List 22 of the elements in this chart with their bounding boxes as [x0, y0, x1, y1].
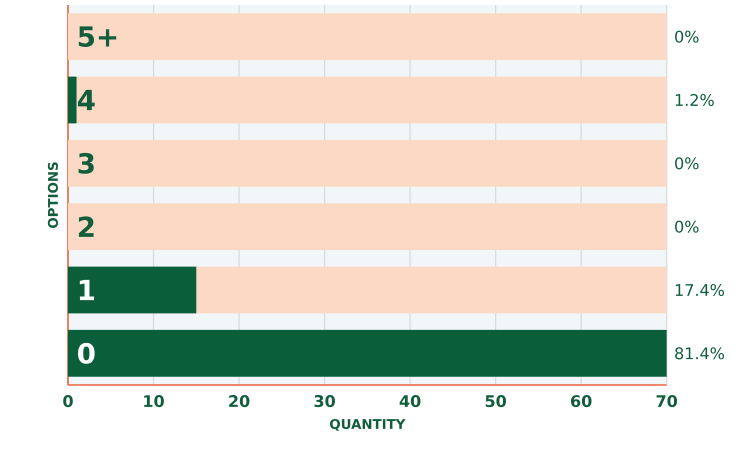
- text: 17.4%: [676, 284, 724, 296]
- text: 1.2%: [676, 94, 714, 106]
- x-tick-label: 20: [229, 395, 250, 408]
- x-tick-label: 0: [63, 395, 73, 408]
- text: 81.4%: [675, 347, 724, 360]
- y-tick-label: 4: [78, 90, 95, 110]
- x-tick-label: 10: [144, 395, 164, 408]
- x-axis-title: QUANTITY: [330, 418, 406, 431]
- y-tick-label: 1: [80, 280, 94, 300]
- y-axis-title: OPTIONS: [48, 162, 58, 228]
- x-tick-label: 40: [400, 395, 420, 408]
- x-tick-label: 30: [314, 395, 335, 408]
- text: 0%: [675, 157, 699, 170]
- x-tick-label: 60: [570, 395, 592, 408]
- y-tick-label: 0: [78, 342, 95, 364]
- y-tick-label: 3: [78, 152, 94, 174]
- x-tick-label: 70: [656, 395, 678, 408]
- text: 0%: [675, 30, 699, 43]
- y-tick-label: 2: [78, 216, 94, 237]
- x-tick-label: 50: [486, 395, 506, 408]
- text: 0%: [675, 220, 699, 233]
- y-tick-label: 5+: [78, 26, 116, 47]
